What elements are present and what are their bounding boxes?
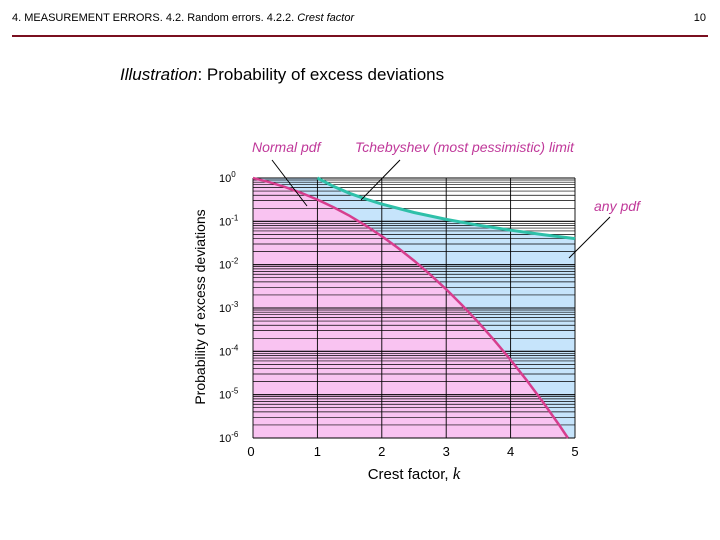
slide-title: Illustration: Probability of excess devi…	[120, 65, 444, 85]
header-breadcrumb: 4. MEASUREMENT ERRORS. 4.2. Random error…	[12, 12, 354, 24]
annotation-tchebyshev-limit: Tchebyshev (most pessimistic) limit	[355, 139, 575, 155]
x-tick-label: 4	[507, 444, 514, 459]
slide-title-italic: Illustration	[120, 65, 198, 84]
y-axis-label: Probability of excess deviations	[192, 209, 208, 404]
tchebyshev-limit-line	[316, 176, 576, 241]
annotation-any-pdf: any pdf	[594, 198, 642, 214]
slide-header: 4. MEASUREMENT ERRORS. 4.2. Random error…	[12, 12, 708, 37]
x-tick-label: 1	[314, 444, 321, 459]
y-tick-label: 10-4	[219, 343, 239, 358]
page-number: 10	[693, 12, 706, 24]
header-section: 4. MEASUREMENT ERRORS. 4.2. Random error…	[12, 12, 295, 24]
y-tick-label: 10-1	[219, 213, 239, 228]
annotation-tchebyshev-limit-leader	[360, 159, 401, 201]
normal-pdf-line	[252, 176, 569, 439]
annotation-normal-pdf: Normal pdf	[252, 139, 323, 155]
header-topic: Crest factor	[297, 12, 355, 24]
annotation-normal-pdf-leader	[271, 159, 308, 207]
x-axis-label: Crest factor, k	[368, 464, 461, 483]
x-tick-label: 3	[443, 444, 450, 459]
header-divider	[12, 35, 708, 37]
y-tick-label: 10-6	[219, 430, 239, 445]
x-tick-label: 0	[247, 444, 254, 459]
y-tick-label: 10-2	[219, 257, 239, 272]
y-tick-label: 10-5	[219, 387, 239, 402]
y-tick-label: 100	[219, 170, 236, 185]
x-tick-label: 2	[378, 444, 385, 459]
x-tick-label: 5	[571, 444, 578, 459]
y-tick-label: 10-3	[219, 300, 239, 315]
annotation-any-pdf-leader	[568, 216, 611, 259]
slide-title-rest: : Probability of excess deviations	[197, 65, 445, 84]
